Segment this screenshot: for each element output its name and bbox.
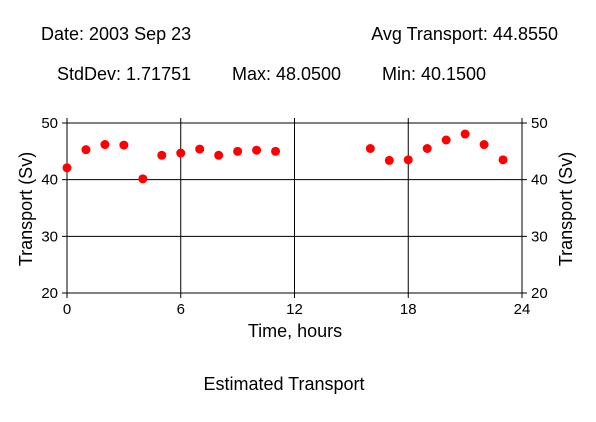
max-label: Max: 48.0500: [232, 64, 342, 84]
data-point: [252, 145, 262, 155]
data-point: [498, 155, 508, 165]
data-point: [138, 174, 148, 184]
chart-caption: Estimated Transport: [203, 374, 365, 394]
data-point: [233, 146, 243, 156]
data-point: [100, 140, 110, 150]
x-tick-label: 18: [400, 301, 417, 318]
y-tick-label-right: 50: [531, 115, 548, 132]
y-tick-label-right: 20: [531, 285, 548, 302]
y-tick-label-right: 40: [531, 172, 548, 189]
y-tick-label-left: 20: [41, 285, 58, 302]
data-point: [195, 144, 205, 154]
data-point: [422, 144, 432, 153]
data-point: [365, 144, 375, 153]
y-tick-label-left: 50: [41, 115, 58, 132]
x-tick-label: 12: [286, 301, 303, 318]
min-label: Min: 40.1500: [382, 64, 487, 84]
y-axis-label-left: Transport (Sv): [16, 152, 36, 266]
x-tick-label: 24: [514, 301, 531, 318]
data-point: [271, 146, 281, 156]
x-tick-label: 0: [63, 301, 71, 318]
data-point: [460, 129, 470, 139]
data-point: [62, 163, 72, 173]
data-point: [176, 148, 186, 158]
data-point: [441, 135, 451, 145]
data-point: [81, 145, 91, 155]
y-axis-label-right: Transport (Sv): [556, 152, 576, 266]
data-point: [214, 150, 224, 160]
date-label: Date: 2003 Sep 23: [41, 24, 192, 44]
y-tick-label-right: 30: [531, 228, 548, 245]
x-tick-label: 6: [177, 301, 185, 318]
avg-transport-label: Avg Transport: 44.8550: [371, 24, 558, 44]
data-point: [119, 140, 129, 150]
data-point: [157, 150, 167, 160]
data-point: [403, 155, 413, 165]
x-axis-label: Time, hours: [248, 321, 342, 341]
data-point: [479, 140, 489, 150]
stddev-label: StdDev: 1.71751: [57, 64, 192, 84]
y-tick-label-left: 30: [41, 228, 58, 245]
data-point: [384, 155, 394, 165]
y-tick-label-left: 40: [41, 172, 58, 189]
